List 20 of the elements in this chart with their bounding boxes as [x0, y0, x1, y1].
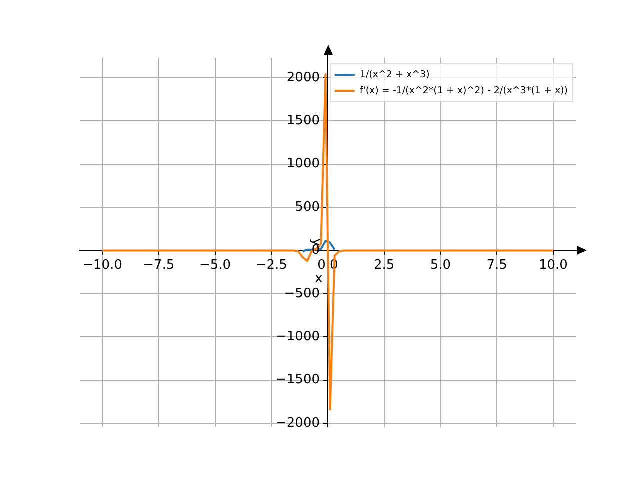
- x-tick-label: −5.0: [199, 258, 232, 273]
- x-axis-title: x: [315, 272, 324, 287]
- y-tick-label: 1500: [286, 113, 320, 128]
- y-tick-label: −2000: [276, 416, 320, 431]
- y-tick-label: 1000: [286, 156, 320, 172]
- legend-label: 1/(x^2 + x^3): [360, 69, 430, 80]
- y-tick-label: −1000: [276, 330, 320, 344]
- x-tick-label: 7.5: [486, 258, 508, 273]
- x-tick-label: −2.5: [256, 258, 288, 273]
- y-axis-title: y: [308, 238, 324, 247]
- x-tick-label: −7.5: [143, 258, 175, 273]
- x-tick-label: −10.0: [82, 258, 122, 273]
- y-tick-label: 2000: [286, 70, 320, 86]
- x-tick-label: 2.5: [374, 258, 395, 273]
- y-tick-label: −500: [284, 286, 320, 302]
- y-tick-label: 500: [295, 200, 320, 215]
- x-tick-label: 10.0: [538, 258, 568, 273]
- x-tick-label: 5.0: [430, 258, 452, 273]
- legend-label: f'(x) = -1/(x^2*(1 + x)^2) - 2/(x^3*(1 + x)): [360, 85, 568, 96]
- y-tick-label: −1500: [276, 372, 320, 388]
